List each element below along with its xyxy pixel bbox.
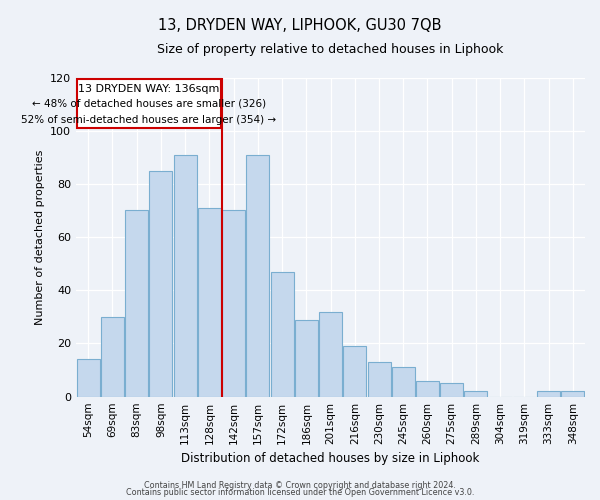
Bar bbox=[416, 380, 439, 396]
Bar bbox=[440, 384, 463, 396]
Bar bbox=[537, 392, 560, 396]
Bar bbox=[319, 312, 342, 396]
FancyBboxPatch shape bbox=[77, 79, 221, 128]
Text: 52% of semi-detached houses are larger (354) →: 52% of semi-detached houses are larger (… bbox=[21, 114, 277, 124]
Bar bbox=[562, 392, 584, 396]
Bar bbox=[222, 210, 245, 396]
Bar bbox=[247, 154, 269, 396]
Bar bbox=[295, 320, 318, 396]
Bar bbox=[464, 392, 487, 396]
Bar bbox=[101, 317, 124, 396]
Title: Size of property relative to detached houses in Liphook: Size of property relative to detached ho… bbox=[157, 42, 504, 56]
Bar bbox=[271, 272, 293, 396]
Bar bbox=[149, 170, 172, 396]
Text: ← 48% of detached houses are smaller (326): ← 48% of detached houses are smaller (32… bbox=[32, 99, 266, 109]
Text: 13 DRYDEN WAY: 136sqm: 13 DRYDEN WAY: 136sqm bbox=[78, 84, 220, 94]
Bar bbox=[125, 210, 148, 396]
Bar bbox=[198, 208, 221, 396]
Y-axis label: Number of detached properties: Number of detached properties bbox=[35, 150, 44, 325]
Text: Contains public sector information licensed under the Open Government Licence v3: Contains public sector information licen… bbox=[126, 488, 474, 497]
Text: Contains HM Land Registry data © Crown copyright and database right 2024.: Contains HM Land Registry data © Crown c… bbox=[144, 480, 456, 490]
Bar bbox=[77, 360, 100, 397]
Bar bbox=[392, 368, 415, 396]
Bar bbox=[343, 346, 367, 397]
Bar bbox=[173, 154, 197, 396]
Text: 13, DRYDEN WAY, LIPHOOK, GU30 7QB: 13, DRYDEN WAY, LIPHOOK, GU30 7QB bbox=[158, 18, 442, 32]
Bar bbox=[368, 362, 391, 396]
X-axis label: Distribution of detached houses by size in Liphook: Distribution of detached houses by size … bbox=[181, 452, 480, 465]
